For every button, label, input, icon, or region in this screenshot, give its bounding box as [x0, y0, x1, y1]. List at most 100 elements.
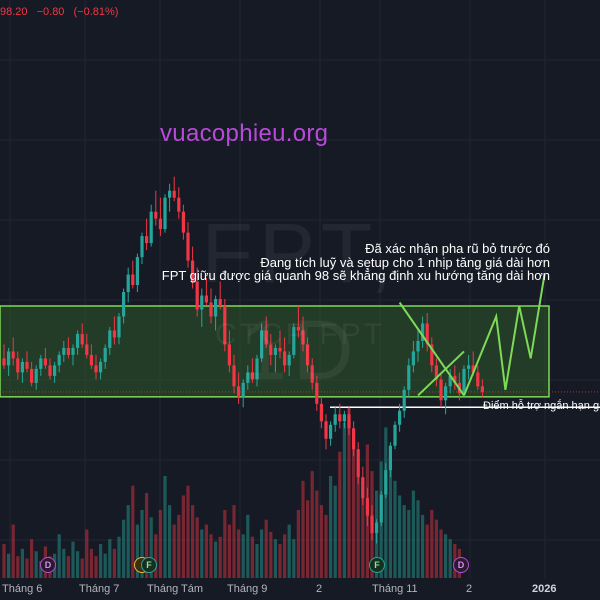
- candle-body: [255, 358, 259, 380]
- candle-body: [131, 274, 135, 286]
- volume-bar: [227, 524, 231, 578]
- volume-bar: [158, 510, 162, 578]
- volume-bar: [430, 510, 434, 578]
- volume-bar: [204, 524, 208, 578]
- candle: [467, 354, 471, 380]
- volume-bar: [7, 553, 11, 578]
- volume-bar: [310, 471, 314, 578]
- candle-body: [411, 351, 415, 366]
- candle: [425, 312, 429, 352]
- volume-bar: [250, 536, 254, 578]
- volume-bar: [416, 500, 420, 578]
- candle: [398, 403, 402, 432]
- candle: [149, 204, 153, 247]
- candle-body: [310, 365, 314, 383]
- candle: [379, 491, 383, 527]
- candle-body: [333, 414, 337, 425]
- volume-bar: [16, 556, 20, 578]
- candle: [209, 288, 213, 324]
- candle: [145, 218, 149, 251]
- candle-body: [379, 494, 383, 523]
- dividend-event-marker[interactable]: D: [453, 557, 469, 573]
- annotation-line-3: FPT giữu được giá quanh 98 sẽ khẳng định…: [161, 268, 550, 283]
- candle-body: [462, 368, 466, 394]
- volume-bar: [80, 558, 84, 578]
- candle-body: [241, 382, 245, 397]
- candle: [71, 344, 75, 366]
- volume-bars: [2, 408, 461, 578]
- volume-bar: [444, 534, 448, 578]
- triangle-upper-edge: [398, 301, 465, 396]
- candle: [361, 466, 365, 506]
- candle: [2, 344, 6, 369]
- candle-body: [39, 358, 43, 369]
- volume-bar: [232, 505, 236, 578]
- volume-bar: [186, 485, 190, 578]
- financial-event-marker[interactable]: F: [369, 557, 385, 573]
- candle-body: [177, 197, 181, 212]
- candle-body: [296, 326, 300, 331]
- volume-bar: [181, 495, 185, 578]
- volume-bar: [76, 551, 80, 578]
- volume-bar: [191, 505, 195, 578]
- candle-body: [135, 257, 139, 286]
- candle: [476, 365, 480, 390]
- dividend-event-marker[interactable]: D: [40, 557, 56, 573]
- candle-body: [246, 372, 250, 383]
- candle-body: [439, 379, 443, 401]
- candle: [365, 487, 369, 527]
- candle: [347, 407, 351, 436]
- candle: [126, 267, 130, 303]
- candle-body: [99, 361, 103, 373]
- volume-bar: [122, 519, 126, 578]
- candle-body: [319, 403, 323, 422]
- candle-body: [200, 295, 204, 310]
- candle-body: [306, 344, 310, 366]
- candle-body: [342, 414, 346, 422]
- candle: [99, 358, 103, 380]
- volume-bar: [94, 556, 98, 578]
- candle: [342, 410, 346, 429]
- candle-body: [158, 218, 162, 230]
- candle-body: [250, 372, 254, 380]
- candle-body: [85, 344, 89, 355]
- triangle-lower-edge: [417, 350, 465, 397]
- volume-bar: [398, 495, 402, 578]
- candle: [480, 379, 484, 397]
- candle-body: [232, 365, 236, 387]
- volume-bar: [195, 517, 199, 578]
- site-watermark: vuacophieu.org: [160, 120, 329, 147]
- volume-bar: [269, 531, 273, 578]
- volume-bar: [278, 544, 282, 578]
- candle: [66, 337, 70, 359]
- volume-bar: [448, 539, 452, 578]
- candle-body: [384, 470, 388, 495]
- volume-bar: [402, 505, 406, 578]
- candle: [80, 323, 84, 348]
- candle-body: [227, 344, 231, 366]
- financial-event-marker[interactable]: F: [141, 557, 157, 573]
- volume-bar: [296, 510, 300, 578]
- candle: [62, 340, 66, 362]
- candle: [227, 330, 231, 373]
- volume-bar: [140, 510, 144, 578]
- volume-bar: [324, 514, 328, 578]
- candle: [402, 386, 406, 418]
- candle-body: [388, 445, 392, 471]
- candle-body: [48, 365, 52, 376]
- volume-bar: [135, 524, 139, 578]
- volume-bar: [145, 493, 149, 578]
- volume-bar: [112, 548, 116, 578]
- volume-bar: [273, 539, 277, 578]
- volume-bar: [319, 505, 323, 578]
- candle: [177, 187, 181, 219]
- volume-bar: [71, 541, 75, 578]
- candle-body: [172, 190, 176, 198]
- candle-body: [375, 522, 379, 534]
- candle: [200, 288, 204, 327]
- candle-body: [301, 330, 305, 345]
- volume-bar: [66, 556, 70, 578]
- volume-bar: [154, 534, 158, 578]
- volume-bar: [131, 485, 135, 578]
